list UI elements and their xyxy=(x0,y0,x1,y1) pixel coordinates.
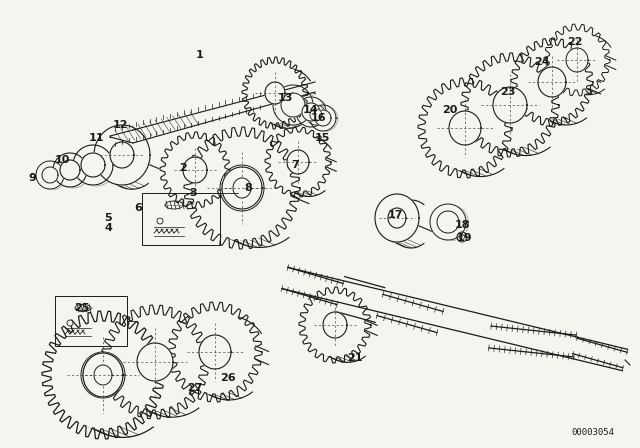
Polygon shape xyxy=(73,145,113,185)
Text: 24: 24 xyxy=(534,57,550,67)
Polygon shape xyxy=(315,110,331,126)
Polygon shape xyxy=(489,326,576,357)
Polygon shape xyxy=(281,93,305,117)
Polygon shape xyxy=(282,267,343,305)
Polygon shape xyxy=(199,335,231,369)
Text: 15: 15 xyxy=(314,133,330,143)
Polygon shape xyxy=(94,365,112,385)
Text: 8: 8 xyxy=(244,183,252,193)
Polygon shape xyxy=(335,277,385,323)
Text: 26: 26 xyxy=(220,373,236,383)
Text: 3: 3 xyxy=(189,188,197,198)
Text: 21: 21 xyxy=(348,353,363,363)
Polygon shape xyxy=(273,85,313,125)
Polygon shape xyxy=(305,293,365,357)
Polygon shape xyxy=(270,132,326,192)
Polygon shape xyxy=(323,312,347,338)
Polygon shape xyxy=(430,204,466,240)
Polygon shape xyxy=(81,153,105,177)
Text: 23: 23 xyxy=(500,87,516,97)
Polygon shape xyxy=(83,353,123,397)
Polygon shape xyxy=(310,109,322,121)
Polygon shape xyxy=(375,194,419,242)
Polygon shape xyxy=(296,97,326,127)
Bar xyxy=(55,296,127,346)
Polygon shape xyxy=(377,294,443,332)
Text: 7: 7 xyxy=(291,160,299,170)
Polygon shape xyxy=(81,352,125,398)
Text: 6: 6 xyxy=(134,203,142,213)
Text: 16: 16 xyxy=(310,113,326,123)
Text: 22: 22 xyxy=(567,37,583,47)
Polygon shape xyxy=(566,48,588,72)
Polygon shape xyxy=(183,157,207,183)
Text: 9: 9 xyxy=(28,173,36,183)
Text: 2: 2 xyxy=(179,163,187,173)
Text: 25: 25 xyxy=(74,303,90,313)
Text: 5: 5 xyxy=(104,213,112,223)
Polygon shape xyxy=(287,150,309,174)
Polygon shape xyxy=(538,67,566,97)
Polygon shape xyxy=(192,136,292,240)
Polygon shape xyxy=(282,267,628,370)
Polygon shape xyxy=(493,87,527,123)
Polygon shape xyxy=(220,165,264,211)
Polygon shape xyxy=(175,310,255,394)
Polygon shape xyxy=(302,103,320,121)
Polygon shape xyxy=(165,138,225,202)
Text: 17: 17 xyxy=(387,210,403,220)
Text: 00003054: 00003054 xyxy=(572,427,614,436)
Polygon shape xyxy=(468,61,552,149)
Polygon shape xyxy=(437,211,459,233)
Polygon shape xyxy=(233,178,251,198)
Polygon shape xyxy=(247,63,303,123)
Polygon shape xyxy=(222,167,262,209)
Polygon shape xyxy=(110,142,134,168)
Circle shape xyxy=(157,218,163,224)
Polygon shape xyxy=(94,125,150,185)
Text: 14: 14 xyxy=(302,105,318,115)
Polygon shape xyxy=(51,321,155,429)
Text: 13: 13 xyxy=(277,93,292,103)
Polygon shape xyxy=(306,105,326,125)
Circle shape xyxy=(67,320,73,326)
Text: 12: 12 xyxy=(112,120,128,130)
Polygon shape xyxy=(36,161,64,189)
Polygon shape xyxy=(265,82,285,104)
Text: 11: 11 xyxy=(88,133,104,143)
Text: 27: 27 xyxy=(188,383,203,393)
Polygon shape xyxy=(53,153,87,187)
Text: 20: 20 xyxy=(442,105,458,115)
Bar xyxy=(142,193,220,245)
Polygon shape xyxy=(425,86,505,170)
Polygon shape xyxy=(137,343,173,381)
Polygon shape xyxy=(60,160,80,180)
Polygon shape xyxy=(573,338,627,368)
Polygon shape xyxy=(449,111,481,145)
Polygon shape xyxy=(133,82,315,143)
Polygon shape xyxy=(109,314,201,410)
Text: 4: 4 xyxy=(104,223,112,233)
Text: 19: 19 xyxy=(457,233,473,243)
Polygon shape xyxy=(310,105,336,131)
Polygon shape xyxy=(549,30,605,90)
Polygon shape xyxy=(42,167,58,183)
Text: 18: 18 xyxy=(454,220,470,230)
Polygon shape xyxy=(517,45,587,119)
Polygon shape xyxy=(388,208,406,228)
Text: 1: 1 xyxy=(196,50,204,60)
Text: 10: 10 xyxy=(54,155,70,165)
